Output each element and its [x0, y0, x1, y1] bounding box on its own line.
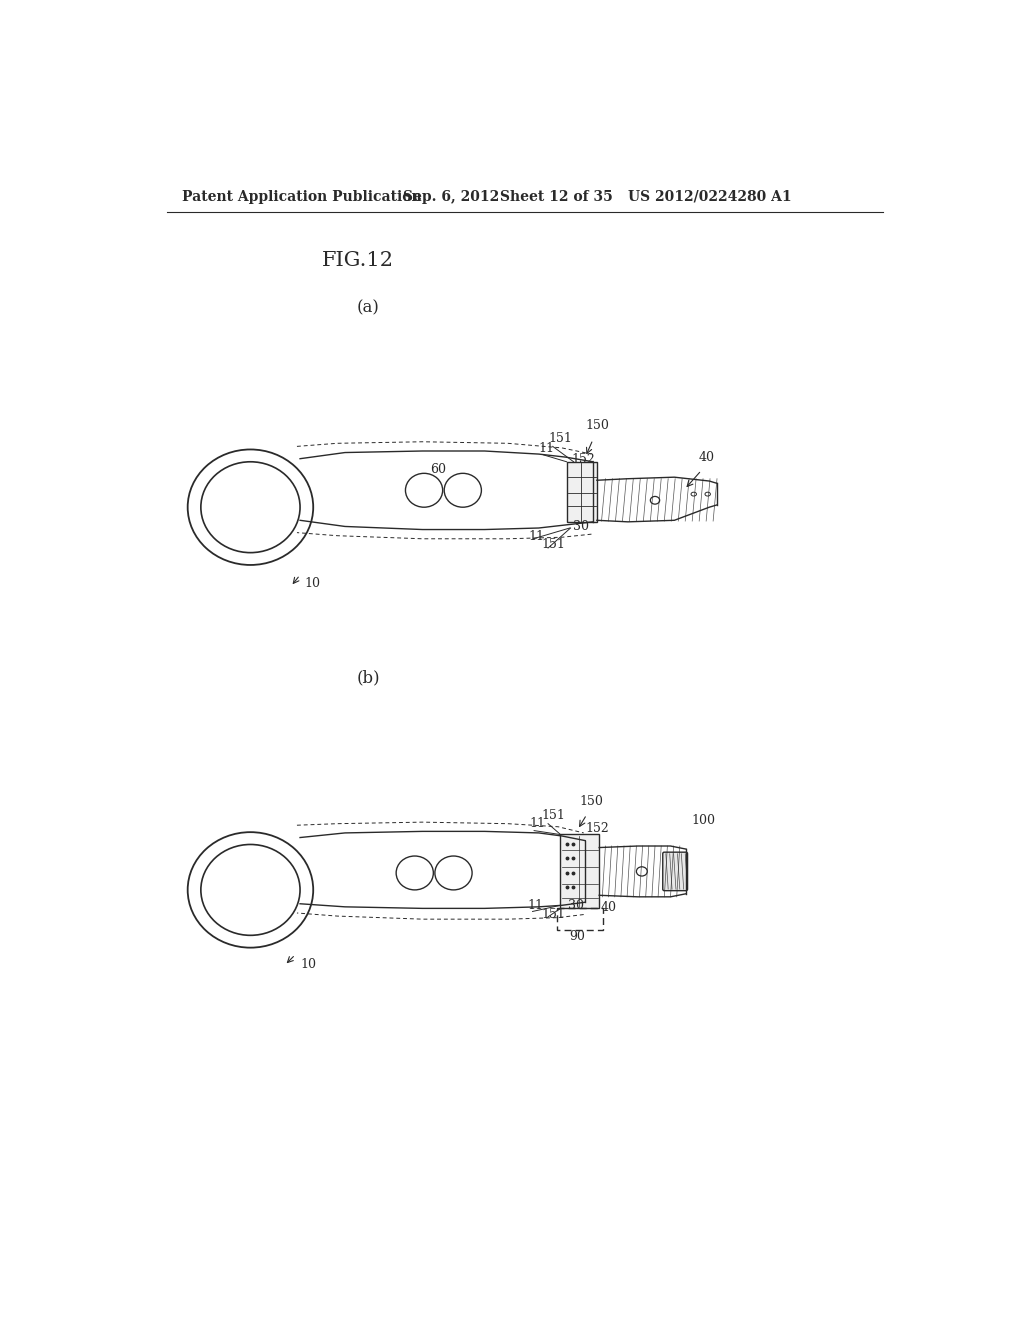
- Text: Sep. 6, 2012: Sep. 6, 2012: [403, 190, 500, 203]
- Text: 11: 11: [539, 442, 555, 455]
- Text: Patent Application Publication: Patent Application Publication: [182, 190, 422, 203]
- Text: 11: 11: [529, 817, 546, 830]
- Text: 30: 30: [568, 899, 585, 912]
- Text: 40: 40: [698, 451, 715, 465]
- Text: (b): (b): [356, 669, 380, 686]
- Bar: [567, 462, 597, 521]
- Text: 60: 60: [430, 462, 446, 475]
- Text: 11: 11: [528, 529, 545, 543]
- Text: 40: 40: [601, 902, 616, 915]
- Text: 152: 152: [586, 822, 609, 836]
- Text: FIG.12: FIG.12: [322, 251, 394, 271]
- Text: 150: 150: [579, 795, 603, 808]
- Text: 151: 151: [541, 809, 565, 822]
- Text: 151: 151: [542, 539, 565, 550]
- Text: 151: 151: [542, 908, 565, 920]
- Text: 150: 150: [586, 420, 609, 433]
- Text: 152: 152: [571, 453, 595, 466]
- Text: Sheet 12 of 35: Sheet 12 of 35: [500, 190, 612, 203]
- Bar: [560, 834, 599, 908]
- Text: 10: 10: [300, 958, 316, 972]
- Bar: [557, 908, 603, 929]
- Text: 151: 151: [548, 432, 572, 445]
- Text: US 2012/0224280 A1: US 2012/0224280 A1: [628, 190, 792, 203]
- Text: 100: 100: [691, 814, 716, 828]
- Text: (a): (a): [356, 300, 380, 317]
- Text: 11: 11: [528, 899, 544, 912]
- FancyBboxPatch shape: [663, 853, 687, 891]
- Text: 10: 10: [305, 577, 321, 590]
- Text: 90: 90: [569, 931, 586, 942]
- Text: 30: 30: [572, 520, 589, 532]
